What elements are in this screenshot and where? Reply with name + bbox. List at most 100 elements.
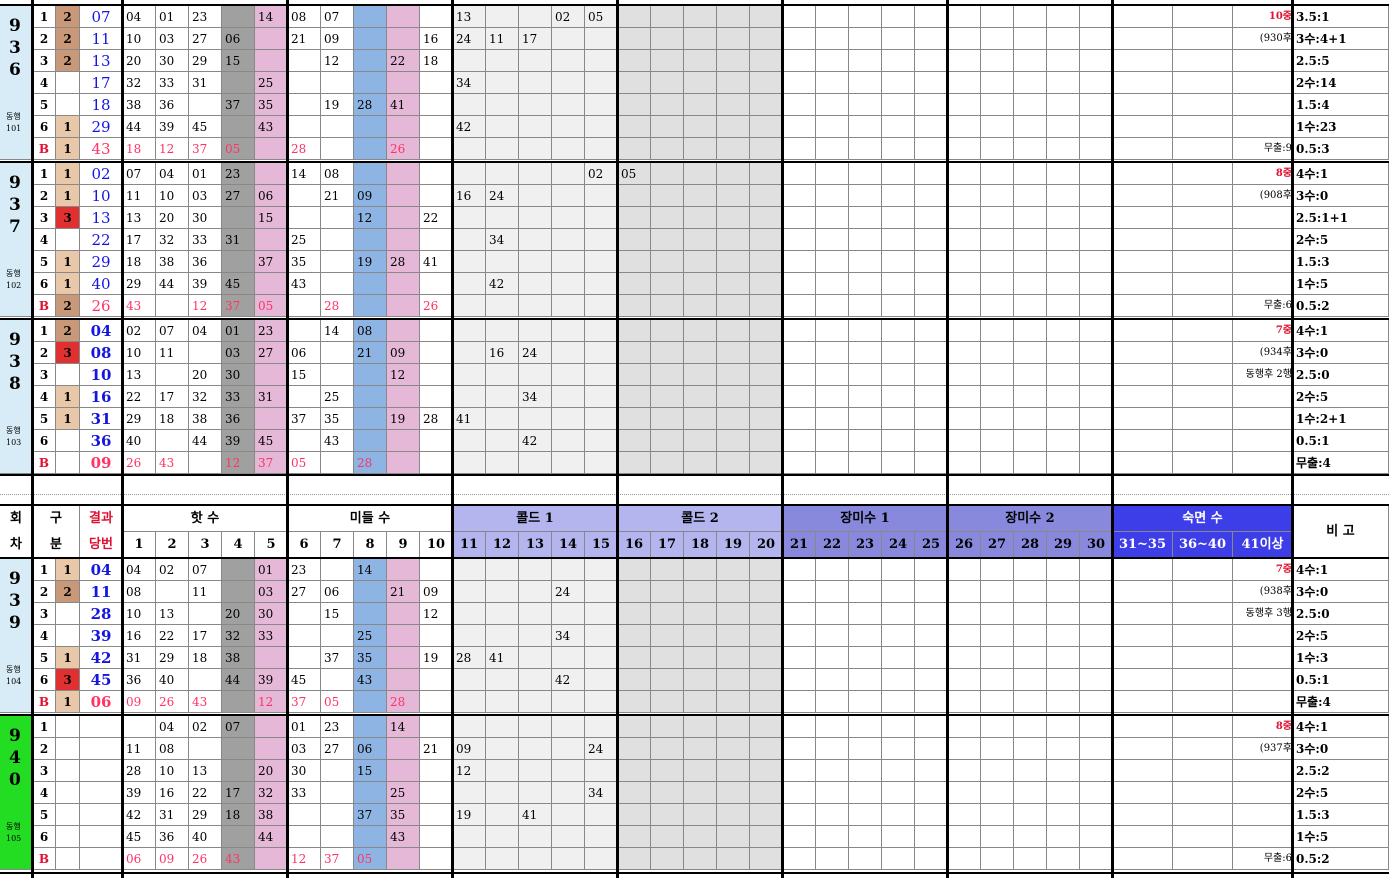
hot-mid-cell: 35: [321, 408, 354, 430]
cold-rose-cell: [882, 581, 915, 603]
cold-rose-cell: [882, 716, 915, 738]
cold-rose-cell: [486, 760, 519, 782]
cold-rose-cell: [849, 603, 882, 625]
cold-rose-cell: [552, 430, 585, 452]
result-number: 18: [80, 94, 123, 116]
cold-rose-cell: [453, 273, 486, 295]
cold-rose-cell: [783, 581, 816, 603]
sleep-cell: [1113, 295, 1173, 317]
row-key: 1: [33, 716, 56, 738]
cold-rose-cell: [882, 559, 915, 581]
round-cell: 9 3 7 동행 102: [0, 163, 33, 317]
cold-rose-cell: [783, 669, 816, 691]
cold-rose-cell: [519, 760, 552, 782]
cold-rose-cell: [486, 581, 519, 603]
row-count: 2: [56, 295, 80, 317]
cold-rose-cell: [1047, 50, 1080, 72]
cold-rose-cell: [684, 826, 717, 848]
cold-rose-cell: [882, 295, 915, 317]
cold-rose-cell: [882, 760, 915, 782]
result-number: 13: [80, 50, 123, 72]
cold-rose-cell: [816, 364, 849, 386]
hot-mid-cell: [387, 163, 420, 185]
remark-note: [1233, 408, 1293, 430]
cold-rose-cell: 42: [552, 669, 585, 691]
column-divider: [781, 0, 784, 878]
hot-mid-cell: 15: [288, 364, 321, 386]
cold-rose-cell: [1080, 6, 1113, 28]
result-number: 16: [80, 386, 123, 408]
hot-mid-cell: [255, 848, 288, 870]
block-divider: [0, 504, 1389, 506]
cold-rose-cell: [948, 782, 981, 804]
hot-mid-cell: 28: [420, 408, 453, 430]
header-col: 16: [618, 532, 651, 558]
round-digit: 4: [9, 748, 21, 768]
cold-rose-cell: [981, 185, 1014, 207]
sleep-cell: [1173, 669, 1233, 691]
sleep-cell: [1173, 826, 1233, 848]
cold-rose-cell: [651, 207, 684, 229]
result-number: 26: [80, 295, 123, 317]
hot-mid-cell: [387, 273, 420, 295]
cold-rose-cell: [882, 207, 915, 229]
cold-rose-cell: [552, 804, 585, 826]
cold-rose-cell: [750, 72, 783, 94]
hot-mid-cell: 32: [222, 625, 255, 647]
sleep-cell: [1173, 72, 1233, 94]
hot-mid-cell: 07: [156, 320, 189, 342]
cold-rose-cell: [486, 559, 519, 581]
remark-value: 2.5:1+1: [1293, 207, 1389, 229]
cold-rose-cell: [1047, 163, 1080, 185]
hot-mid-cell: 38: [189, 408, 222, 430]
hot-mid-cell: 33: [222, 386, 255, 408]
cold-rose-cell: [750, 760, 783, 782]
sleep-cell: [1173, 782, 1233, 804]
cold-rose-cell: [783, 559, 816, 581]
cold-rose-cell: [651, 430, 684, 452]
cold-rose-cell: [816, 716, 849, 738]
cold-rose-cell: [882, 229, 915, 251]
hot-mid-cell: [354, 28, 387, 50]
cold-rose-cell: [1014, 320, 1047, 342]
remark-note: 무출:6: [1233, 295, 1293, 317]
cold-rose-cell: [453, 716, 486, 738]
round-digit: 3: [9, 195, 21, 215]
cold-rose-cell: [882, 320, 915, 342]
cold-rose-cell: [816, 452, 849, 474]
sleep-cell: [1113, 320, 1173, 342]
cold-rose-cell: [717, 163, 750, 185]
header-col: 2: [156, 532, 189, 558]
sleep-cell: [1113, 430, 1173, 452]
hot-mid-cell: 03: [255, 581, 288, 603]
hot-mid-cell: [354, 72, 387, 94]
row-count: 2: [56, 6, 80, 28]
hot-mid-cell: 21: [321, 185, 354, 207]
cold-rose-cell: [519, 320, 552, 342]
row-count: [56, 782, 80, 804]
cold-rose-cell: [552, 295, 585, 317]
cold-rose-cell: [1080, 251, 1113, 273]
sleep-cell: [1113, 581, 1173, 603]
hot-mid-cell: [255, 408, 288, 430]
sleep-cell: [1173, 408, 1233, 430]
hot-mid-cell: 43: [156, 452, 189, 474]
cold-rose-cell: [948, 691, 981, 713]
cold-rose-cell: [915, 6, 948, 28]
cold-rose-cell: [750, 647, 783, 669]
sleep-cell: [1173, 848, 1233, 870]
cold-rose-cell: [1014, 116, 1047, 138]
row-key: 6: [33, 116, 56, 138]
remark-value: 3수:0: [1293, 738, 1389, 760]
hot-mid-cell: 07: [321, 6, 354, 28]
hot-mid-cell: 28: [123, 760, 156, 782]
cold-rose-cell: 02: [585, 163, 618, 185]
cold-rose-cell: [486, 364, 519, 386]
sleep-cell: [1113, 251, 1173, 273]
hot-mid-cell: [288, 430, 321, 452]
block-divider: [0, 161, 1389, 163]
cold-rose-cell: [948, 848, 981, 870]
hot-mid-cell: 17: [156, 386, 189, 408]
cold-rose-cell: [1047, 581, 1080, 603]
hot-mid-cell: [354, 408, 387, 430]
